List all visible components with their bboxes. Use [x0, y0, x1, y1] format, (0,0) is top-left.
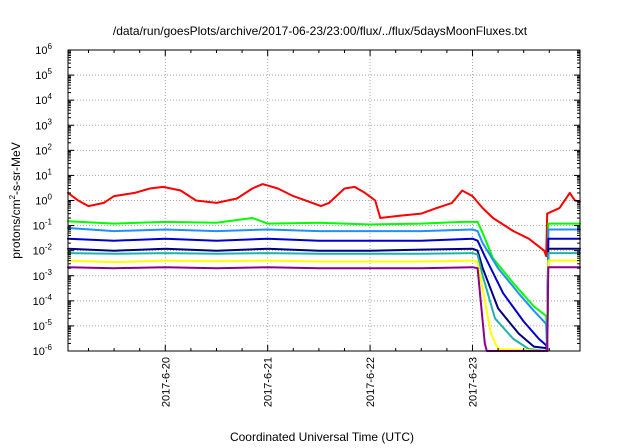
y-tick-label: 102	[35, 142, 52, 157]
y-tick-label-base: 10	[35, 45, 47, 57]
series-line-3	[67, 227, 581, 352]
y-axis-label: protons/cm2-s-sr-MeV	[8, 142, 23, 258]
x-axis-label: Coordinated Universal Time (UTC)	[230, 430, 414, 444]
y-tick-label-exponent: -3	[45, 268, 53, 277]
y-tick-label-base: 10	[33, 221, 45, 233]
x-tick-label: 2017-6-21	[263, 357, 275, 407]
y-tick-label-base: 10	[35, 170, 47, 182]
chart-title: /data/run/goesPlots/archive/2017-06-23/2…	[113, 24, 528, 38]
y-tick-label-exponent: 1	[48, 167, 53, 176]
x-tick-label: 2017-6-23	[467, 357, 479, 407]
y-tick-label: 10-6	[33, 343, 53, 358]
y-label-rest: -s-sr-MeV	[9, 142, 23, 195]
y-tick-label-exponent: 2	[48, 142, 53, 151]
y-tick-label: 101	[35, 167, 52, 182]
series-line-8	[67, 266, 581, 352]
y-tick-label: 104	[35, 92, 52, 107]
y-tick-label-base: 10	[35, 145, 47, 157]
y-tick-label-exponent: 4	[48, 92, 53, 101]
y-tick-label-base: 10	[33, 321, 45, 333]
y-tick-label: 106	[35, 42, 52, 57]
y-tick-label-base: 10	[35, 196, 47, 208]
y-tick-label: 10-3	[33, 268, 53, 283]
y-tick-label: 10-4	[33, 293, 53, 308]
series-line-5	[67, 247, 581, 352]
y-axis-ticks: 10-610-510-410-310-210-11001011021031041…	[33, 42, 580, 358]
y-label-base: protons/cm	[9, 199, 23, 258]
y-tick-label-exponent: -1	[45, 218, 53, 227]
y-tick-label-exponent: 5	[48, 67, 53, 76]
y-label-sup: 2	[8, 194, 17, 199]
y-tick-label: 10-2	[33, 243, 53, 258]
y-tick-label-base: 10	[35, 70, 47, 82]
series-line-2	[67, 217, 581, 352]
x-tick-label: 2017-6-22	[365, 357, 377, 407]
grid	[68, 50, 580, 351]
series-line-1	[67, 183, 581, 258]
y-tick-label: 10-1	[33, 218, 53, 233]
y-tick-label-exponent: -2	[45, 243, 53, 252]
y-tick-label-base: 10	[33, 346, 45, 358]
y-tick-label: 100	[35, 193, 52, 208]
y-tick-label-exponent: 0	[48, 193, 53, 202]
x-axis-ticks: 2017-6-20 2017-6-21 2017-6-22 2017-6-23	[87, 50, 550, 407]
y-tick-label-base: 10	[35, 95, 47, 107]
y-tick-label-exponent: -6	[45, 343, 53, 352]
y-tick-label-base: 10	[33, 246, 45, 258]
y-tick-label: 10-5	[33, 318, 53, 333]
y-tick-label-exponent: -5	[45, 318, 53, 327]
y-tick-label-base: 10	[33, 296, 45, 308]
y-tick-label-exponent: 3	[48, 117, 53, 126]
y-tick-label-exponent: -4	[45, 293, 53, 302]
y-tick-label-base: 10	[35, 120, 47, 132]
y-tick-label-exponent: 6	[48, 42, 53, 51]
y-tick-label: 103	[35, 117, 52, 132]
y-tick-label: 105	[35, 67, 52, 82]
y-tick-label-base: 10	[33, 271, 45, 283]
series-line-4	[67, 237, 581, 352]
x-tick-label: 2017-6-20	[160, 357, 172, 407]
